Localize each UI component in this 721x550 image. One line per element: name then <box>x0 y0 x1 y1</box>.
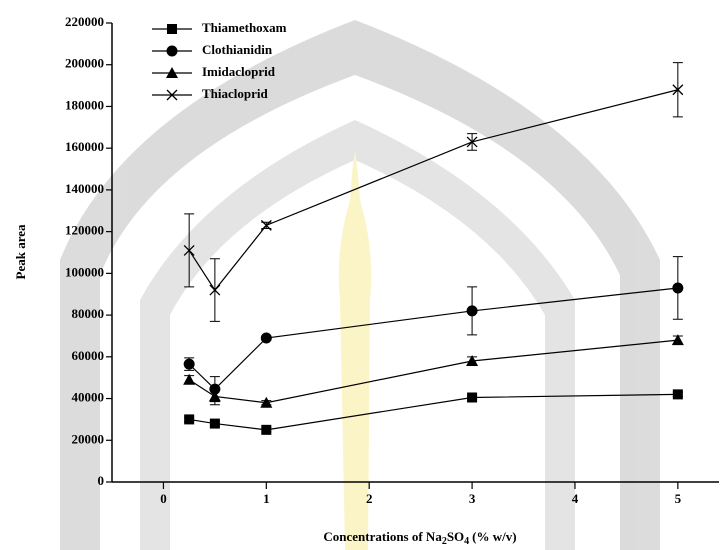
y-tick-label: 100000 <box>65 264 104 279</box>
marker <box>672 389 683 400</box>
y-tick-label: 20000 <box>72 431 105 446</box>
marker <box>183 244 195 256</box>
legend-label: Imidacloprid <box>202 64 276 79</box>
legend-label: Thiacloprid <box>202 86 269 101</box>
x-label-part: Concentrations of Na <box>323 529 442 544</box>
y-tick-label: 40000 <box>72 390 105 405</box>
y-tick-label: 120000 <box>65 223 104 238</box>
watermark-minaret <box>338 150 372 550</box>
series-line <box>189 393 678 431</box>
y-tick-label: 0 <box>98 473 105 488</box>
x-tick-label: 5 <box>675 491 682 506</box>
x-label-sub: 2 <box>442 536 447 547</box>
marker <box>183 373 196 385</box>
marker <box>183 358 195 370</box>
marker <box>467 392 478 403</box>
marker <box>466 136 478 148</box>
watermark-arch <box>60 20 660 550</box>
marker <box>671 334 684 346</box>
marker <box>184 414 195 425</box>
x-tick-label: 3 <box>469 491 476 506</box>
marker <box>466 354 479 366</box>
y-tick-label: 160000 <box>65 139 104 154</box>
x-tick-label: 2 <box>366 491 373 506</box>
marker <box>260 332 272 344</box>
marker <box>672 84 684 96</box>
y-tick-label: 60000 <box>72 348 105 363</box>
marker <box>208 390 221 402</box>
marker <box>209 418 220 429</box>
marker <box>260 219 272 231</box>
x-tick-label: 1 <box>263 491 270 506</box>
marker <box>466 305 478 317</box>
x-label-part: SO <box>447 529 464 544</box>
marker <box>260 396 273 408</box>
x-tick-label: 4 <box>572 491 579 506</box>
marker <box>166 67 178 78</box>
marker <box>209 284 221 296</box>
y-tick-label: 80000 <box>72 306 105 321</box>
y-tick-label: 220000 <box>65 14 104 29</box>
marker <box>261 424 272 435</box>
y-tick-label: 180000 <box>65 97 104 112</box>
watermark <box>60 20 660 550</box>
legend-label: Thiamethoxam <box>202 20 287 35</box>
marker <box>167 24 177 34</box>
y-axis-label: Peak area <box>13 224 28 279</box>
legend-label: Clothianidin <box>202 42 273 57</box>
y-tick-label: 200000 <box>65 56 104 71</box>
marker <box>672 282 684 294</box>
x-axis-label: Concentrations of Na2SO4 (% w/v) <box>323 529 516 547</box>
marker <box>166 45 178 57</box>
x-tick-label: 0 <box>160 491 167 506</box>
x-label-sub: 4 <box>464 536 469 547</box>
y-tick-label: 140000 <box>65 181 104 196</box>
series-line <box>188 339 678 404</box>
x-label-part: (% w/v) <box>472 529 516 544</box>
marker <box>166 89 178 101</box>
